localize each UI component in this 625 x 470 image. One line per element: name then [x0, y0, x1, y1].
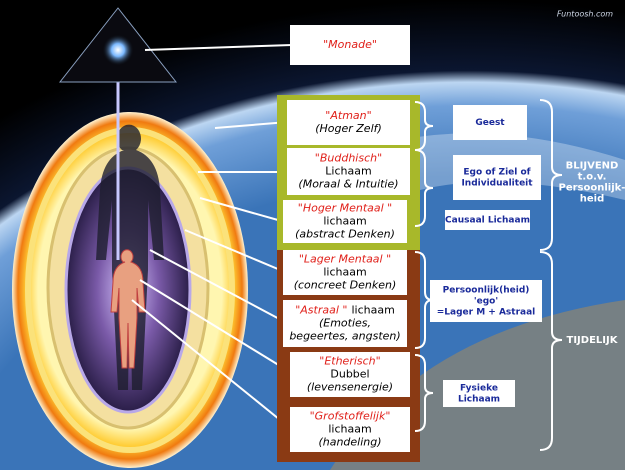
group-label: Fysieke [460, 384, 498, 394]
group-box [430, 280, 542, 322]
group-box [445, 210, 530, 230]
monade-box [290, 25, 410, 65]
connector [184, 229, 286, 273]
connector [131, 299, 291, 429]
label-part: "Etherisch" [319, 355, 380, 368]
label-part: (Emoties, [319, 317, 371, 330]
body-box [283, 300, 407, 347]
group-box [443, 380, 515, 407]
body-box [287, 148, 410, 195]
group-label: Geest [475, 118, 505, 128]
label-part: "Hoger Mentaal " [298, 202, 392, 215]
connector [149, 249, 286, 323]
group-box [453, 155, 541, 200]
body-label: lichaam [323, 266, 366, 279]
body-label: "Etherisch" [319, 355, 380, 368]
braces [414, 99, 563, 451]
label-part: (abstract Denken) [295, 228, 395, 241]
group-box [453, 105, 527, 140]
body-label: "Astraal " lichaam [295, 304, 395, 317]
label-part: Lichaam [325, 165, 371, 178]
body-label: "Hoger Mentaal " [298, 202, 392, 215]
label-part: (concreet Denken) [294, 279, 397, 292]
group-label: Persoonlijk(heid) [443, 286, 530, 296]
body-box [287, 100, 410, 145]
body-label: (levensenergie) [307, 381, 393, 394]
monade-label: "Monade" [323, 38, 377, 51]
body-label: (abstract Denken) [295, 228, 395, 241]
label-part: (Moraal & Intuitie) [298, 178, 398, 191]
label-part: lichaam [351, 304, 394, 317]
label-part: "Grofstoffelijk" [310, 410, 391, 423]
side-label: heid [580, 194, 605, 205]
label-part: begeertes, angsten) [289, 330, 400, 343]
group-label: Causaal Lichaam [445, 216, 530, 226]
body-label: (handeling) [318, 436, 381, 449]
body-label: (Emoties, [319, 317, 371, 330]
side-label: t.o.v. [578, 172, 607, 183]
body-label: (Hoger Zelf) [315, 122, 382, 135]
body-label: lichaam [323, 215, 366, 228]
label-part: "Atman" [325, 109, 371, 122]
human-figure [110, 249, 146, 369]
connectors [131, 44, 293, 429]
group-label: 'ego' [474, 297, 498, 307]
body-label: lichaam [328, 423, 371, 436]
body-label: Dubbel [330, 368, 369, 381]
label-part: (handeling) [318, 436, 381, 449]
body-label: "Grofstoffelijk" [310, 410, 391, 423]
group-label: Individualiteit [461, 179, 533, 189]
label-part: (Hoger Zelf) [315, 122, 382, 135]
body-label: Lichaam [325, 165, 371, 178]
group-label: Lichaam [458, 395, 500, 405]
body-label: "Lager Mentaal " [299, 253, 391, 266]
body-label: "Buddhisch" [315, 152, 382, 165]
connector [214, 121, 289, 129]
side-label: BLIJVEND [566, 161, 619, 172]
side-label: TIJDELIJK [567, 335, 619, 346]
label-part: (levensenergie) [307, 381, 393, 394]
body-box [290, 407, 410, 452]
body-label: begeertes, angsten) [289, 330, 400, 343]
label-part: "Astraal " [295, 304, 347, 317]
body-label: (Moraal & Intuitie) [298, 178, 398, 191]
connector [144, 44, 293, 51]
label-part: lichaam [328, 423, 371, 436]
body-box [283, 200, 407, 243]
body-box [283, 250, 407, 295]
connector [199, 197, 286, 223]
label-part: lichaam [323, 266, 366, 279]
body-box [290, 352, 410, 397]
body-label: "Atman" [325, 109, 371, 122]
body-label: (concreet Denken) [294, 279, 397, 292]
label-part: lichaam [323, 215, 366, 228]
side-label: Persoonlijk- [559, 183, 625, 194]
label-part: Dubbel [330, 368, 369, 381]
watermark: Funtoosh.com [557, 10, 613, 19]
group-label: Ego of Ziel of [463, 168, 530, 178]
label-part: "Buddhisch" [315, 152, 382, 165]
label-part: "Lager Mentaal " [299, 253, 391, 266]
connector [139, 279, 291, 373]
monade-light [102, 34, 134, 66]
group-label: =Lager M + Astraal [437, 308, 536, 318]
